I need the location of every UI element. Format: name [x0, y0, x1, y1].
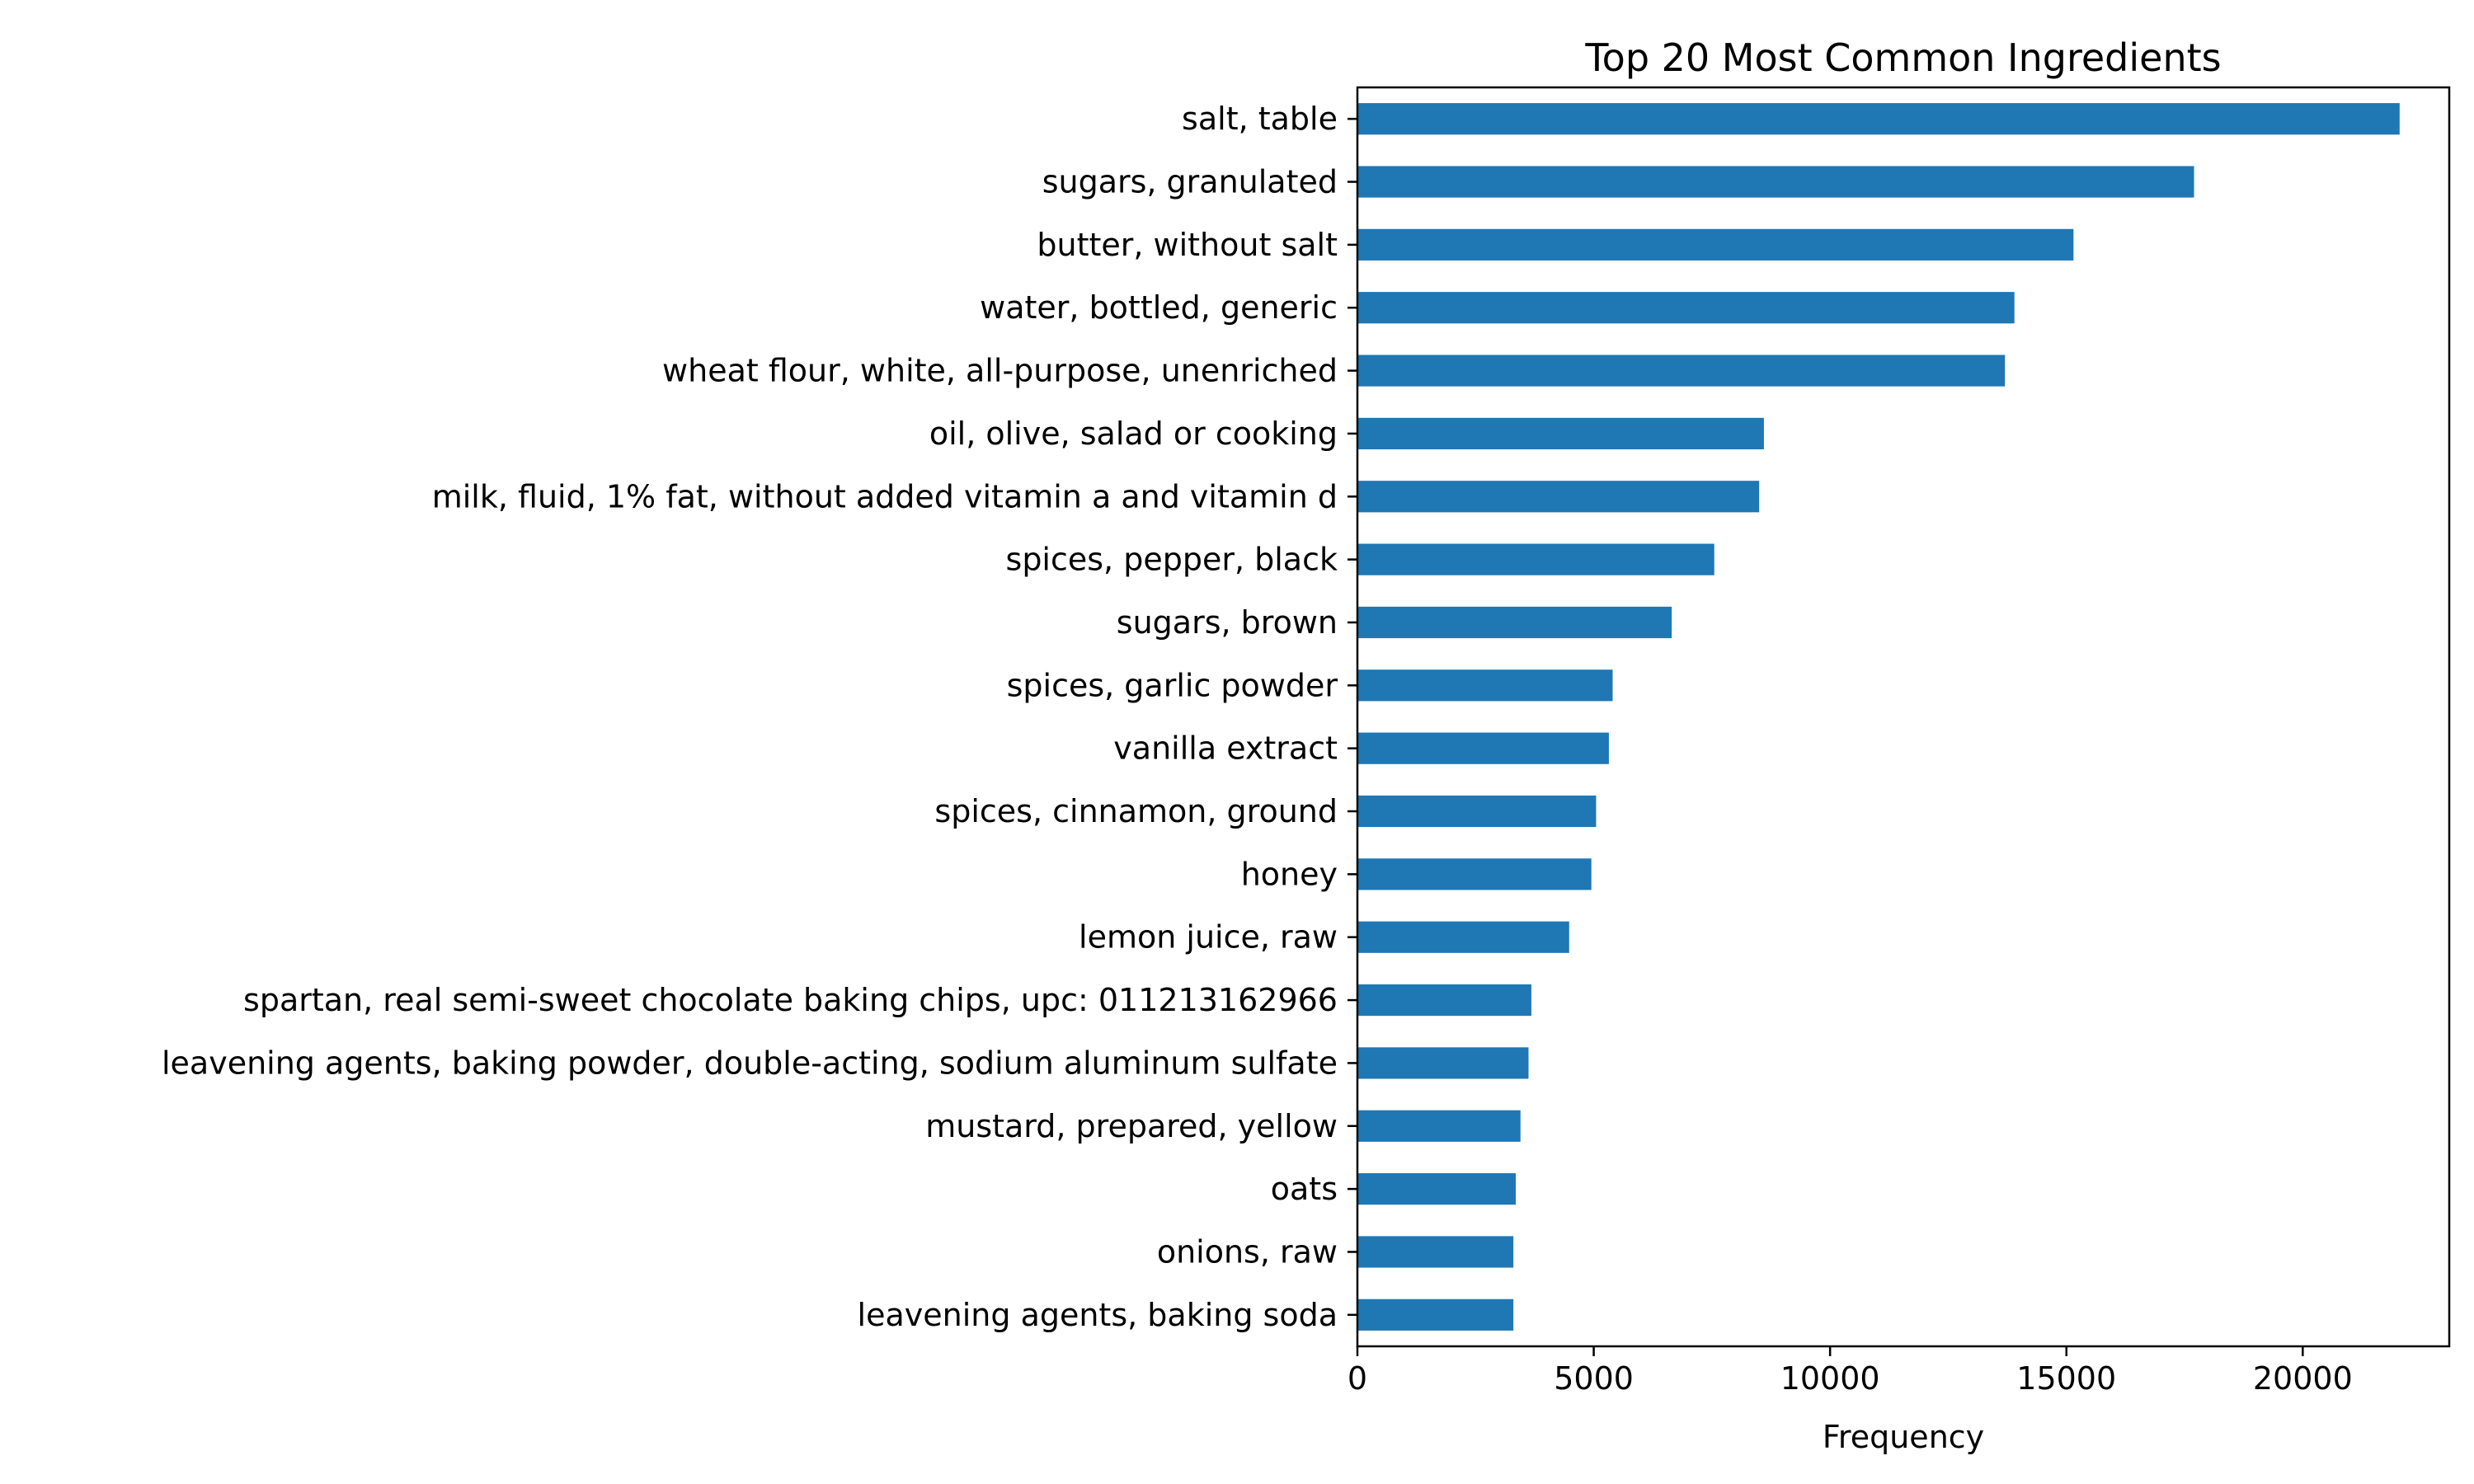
y-tick-label: leavening agents, baking powder, double-…: [162, 1045, 1338, 1081]
y-tick-label: lemon juice, raw: [1079, 919, 1338, 956]
y-tick-label: spices, cinnamon, ground: [934, 793, 1338, 829]
y-tick-label: oil, olive, salad or cooking: [929, 416, 1338, 452]
y-tick-label: salt, table: [1182, 101, 1338, 137]
bar: [1357, 921, 1569, 953]
bar: [1357, 732, 1609, 764]
y-tick-label: spartan, real semi-sweet chocolate bakin…: [243, 982, 1338, 1018]
x-tick-label: 10000: [1780, 1360, 1880, 1397]
y-tick-label: leavening agents, baking soda: [858, 1297, 1338, 1333]
x-tick-label: 5000: [1554, 1360, 1634, 1397]
bars-group: [1357, 103, 2400, 1331]
y-tick-label: spices, pepper, black: [1006, 542, 1338, 578]
x-axis-title: Frequency: [1823, 1419, 1984, 1455]
bar: [1357, 543, 1714, 575]
y-tick-label: mustard, prepared, yellow: [925, 1108, 1338, 1144]
bar: [1357, 858, 1592, 890]
x-axis-ticks: 0 5000 10000 15000 20000: [1348, 1346, 2353, 1397]
y-tick-label: vanilla extract: [1113, 730, 1338, 767]
bar: [1357, 1236, 1514, 1268]
bar: [1357, 292, 2015, 324]
bar: [1357, 984, 1531, 1017]
bar: [1357, 228, 2074, 261]
x-tick-label: 0: [1348, 1360, 1367, 1397]
bar: [1357, 795, 1597, 828]
y-tick-label: onions, raw: [1157, 1233, 1338, 1270]
y-tick-label: water, bottled, generic: [980, 289, 1338, 326]
chart-title: Top 20 Most Common Ingredients: [1584, 35, 2221, 80]
bar: [1357, 1047, 1529, 1079]
bar: [1357, 355, 2006, 387]
bar: [1357, 481, 1760, 513]
y-tick-label: sugars, brown: [1117, 604, 1338, 641]
plot-frame: [1356, 86, 2451, 1348]
y-tick-label: oats: [1271, 1171, 1338, 1207]
y-tick-label: butter, without salt: [1037, 227, 1338, 263]
bar: [1357, 1298, 1514, 1331]
bar: [1357, 103, 2400, 135]
bar: [1357, 166, 2194, 198]
y-tick-label: wheat flour, white, all-purpose, unenric…: [662, 353, 1338, 389]
bar: [1357, 669, 1613, 702]
bar: [1357, 417, 1764, 450]
y-tick-label: milk, fluid, 1% fat, without added vitam…: [432, 478, 1338, 514]
x-tick-label: 15000: [2016, 1360, 2116, 1397]
bar: [1357, 1173, 1517, 1205]
bar: [1357, 1110, 1521, 1142]
y-tick-label: sugars, granulated: [1042, 164, 1338, 200]
y-tick-label: honey: [1241, 856, 1338, 892]
y-tick-label: spices, garlic powder: [1007, 667, 1338, 703]
x-tick-label: 20000: [2253, 1360, 2353, 1397]
bar: [1357, 606, 1672, 639]
y-axis-labels: salt, table sugars, granulated butter, wit…: [162, 101, 1357, 1333]
